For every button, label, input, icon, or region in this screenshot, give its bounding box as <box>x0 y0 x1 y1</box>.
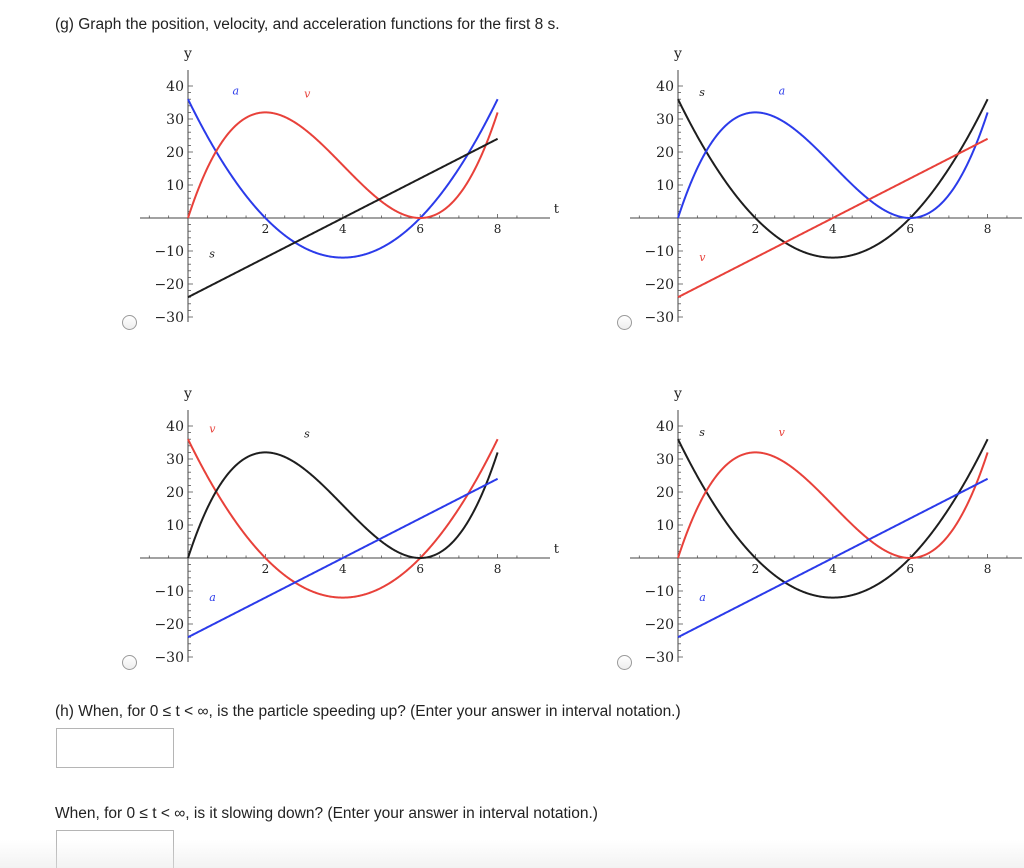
y-tick-label: 40 <box>166 419 184 435</box>
y-axis-label: y <box>183 46 192 62</box>
series-a-line <box>677 477 989 639</box>
y-tick-label: 40 <box>656 79 674 95</box>
graph-option-2-radio[interactable] <box>617 315 632 330</box>
y-tick-label: −10 <box>154 244 184 260</box>
series-s-line <box>187 137 499 299</box>
y-tick-label: 10 <box>656 518 674 534</box>
series-a-label: a <box>699 591 706 604</box>
series-v-line <box>677 137 989 299</box>
y-tick-label: 20 <box>166 485 184 501</box>
series-a-label: a <box>779 84 786 97</box>
x-tick-label: 4 <box>829 222 837 236</box>
series-a-label: a <box>209 591 216 604</box>
series-v-label: v <box>779 426 786 439</box>
y-tick-label: 10 <box>166 178 184 194</box>
series-v-label: v <box>209 423 216 436</box>
series-a-line <box>187 98 499 259</box>
graph-option-3-radio[interactable] <box>122 655 137 670</box>
y-tick-label: −20 <box>644 617 674 633</box>
series-s-label: s <box>699 426 705 439</box>
speeding-up-answer-input[interactable] <box>56 728 174 768</box>
graph-option-4: 40 30 20 10 −10 −20 −30 2 4 6 8 y s v a <box>630 386 1022 666</box>
x-tick-label: 6 <box>906 562 914 576</box>
y-tick-label: 20 <box>656 485 674 501</box>
x-tick-label: 4 <box>829 562 837 576</box>
graph-option-2: 40 30 20 10 −10 −20 −30 2 4 6 8 y s a v <box>630 46 1022 326</box>
y-axis-label: y <box>673 46 682 62</box>
series-a-line <box>677 111 989 220</box>
x-tick-label: 4 <box>339 222 347 236</box>
series-s-label: s <box>304 428 310 441</box>
y-tick-label: −30 <box>154 650 184 666</box>
series-v-label: v <box>699 251 706 264</box>
graph-option-3: 40 30 20 10 −10 −20 −30 2 4 6 8 y t v s a <box>140 386 560 666</box>
series-v-line <box>187 111 499 220</box>
t-axis-label: t <box>554 542 560 557</box>
y-tick-label: −10 <box>644 584 674 600</box>
x-tick-label: 6 <box>906 222 914 236</box>
question-h-text: (h) When, for 0 ≤ t < ∞, is the particle… <box>55 703 681 720</box>
y-axis-label: y <box>673 386 682 402</box>
x-tick-label: 2 <box>752 222 760 236</box>
y-tick-label: −30 <box>644 310 674 326</box>
x-tick-label: 2 <box>262 562 270 576</box>
y-tick-label: −10 <box>154 584 184 600</box>
series-a-line <box>187 477 499 639</box>
series-v-label: v <box>304 88 311 101</box>
y-tick-label: 30 <box>656 112 674 128</box>
y-tick-label: −30 <box>644 650 674 666</box>
t-axis-label: t <box>554 202 560 217</box>
y-tick-label: −20 <box>154 277 184 293</box>
slowing-down-answer-input[interactable] <box>56 830 174 868</box>
x-tick-label: 6 <box>416 562 424 576</box>
x-tick-label: 8 <box>984 222 992 236</box>
series-s-line <box>677 438 989 599</box>
series-v-line <box>677 451 989 560</box>
y-axis-label: y <box>183 386 192 402</box>
y-tick-label: −10 <box>644 244 674 260</box>
series-a-label: a <box>233 84 240 97</box>
y-tick-label: 20 <box>166 145 184 161</box>
y-tick-label: 40 <box>166 79 184 95</box>
y-tick-label: 10 <box>656 178 674 194</box>
y-tick-label: 40 <box>656 419 674 435</box>
graph-option-1-radio[interactable] <box>122 315 137 330</box>
series-s-label: s <box>209 248 215 261</box>
y-tick-label: 20 <box>656 145 674 161</box>
series-s-line <box>187 451 499 560</box>
y-tick-label: 30 <box>166 112 184 128</box>
y-tick-label: −20 <box>154 617 184 633</box>
y-tick-label: 30 <box>166 452 184 468</box>
graph-option-4-radio[interactable] <box>617 655 632 670</box>
x-tick-label: 6 <box>416 222 424 236</box>
x-tick-label: 8 <box>984 562 992 576</box>
graph-option-1: 40 30 20 10 −10 −20 −30 2 4 6 8 y t a v s <box>140 46 560 326</box>
y-tick-label: −20 <box>644 277 674 293</box>
series-v-line <box>187 438 499 599</box>
x-tick-label: 8 <box>494 562 502 576</box>
x-tick-label: 2 <box>262 222 270 236</box>
series-s-line <box>677 98 989 259</box>
y-tick-label: −30 <box>154 310 184 326</box>
y-tick-label: 10 <box>166 518 184 534</box>
x-tick-label: 4 <box>339 562 347 576</box>
series-s-label: s <box>699 86 705 99</box>
y-tick-label: 30 <box>656 452 674 468</box>
x-tick-label: 8 <box>494 222 502 236</box>
question-i-text: When, for 0 ≤ t < ∞, is it slowing down?… <box>55 805 598 822</box>
x-tick-label: 2 <box>752 562 760 576</box>
question-g-text: (g) Graph the position, velocity, and ac… <box>55 16 560 33</box>
